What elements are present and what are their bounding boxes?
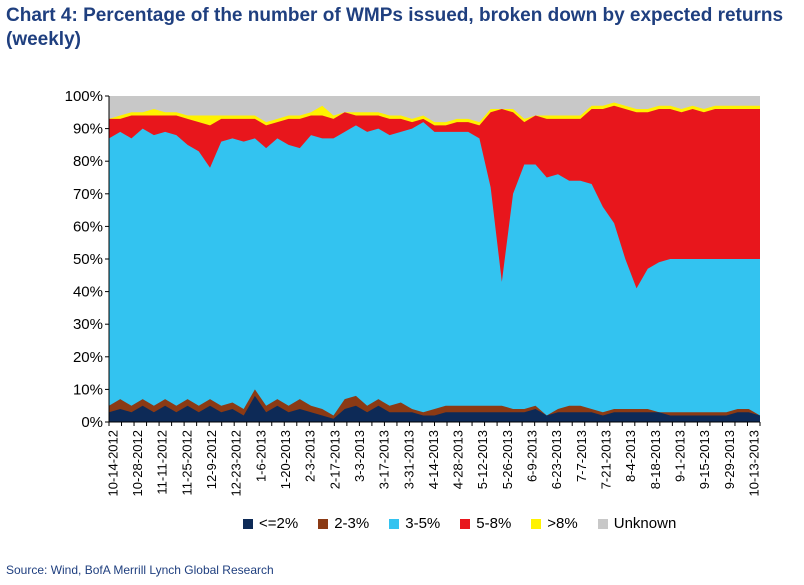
legend: <=2% 2-3% 3-5% 5-8% >8% Unknown: [243, 515, 676, 532]
legend-swatch-3-5: [389, 518, 400, 529]
area-lte2: [109, 395, 760, 422]
x-tick-label: 6-23-2013: [549, 430, 564, 489]
source-note: Source: Wind, BofA Merrill Lynch Global …: [6, 563, 274, 577]
x-tick-label: 10-28-2012: [130, 430, 145, 497]
x-tick-label: 4-14-2013: [426, 430, 441, 489]
legend-swatch-5-8: [460, 518, 471, 529]
x-tick-label: 12-9-2012: [204, 430, 219, 489]
area-3-5: [109, 122, 760, 422]
y-tick-label: 60%: [73, 218, 103, 235]
x-tick-label: 11-11-2012: [155, 430, 170, 495]
y-tick-label: 10%: [73, 381, 103, 398]
x-tick-label: 9-29-2013: [722, 430, 737, 489]
legend-label-2-3: 2-3%: [334, 515, 370, 532]
x-tick-label: 4-28-2013: [451, 430, 466, 489]
legend-label-3-5: 3-5%: [405, 515, 441, 532]
y-tick-label: 0%: [81, 414, 103, 431]
y-tick-label: 100%: [65, 88, 103, 105]
x-tick-label: 2-17-2013: [327, 430, 342, 489]
legend-swatch-2-3: [318, 518, 329, 529]
x-tick-label: 9-15-2013: [697, 430, 712, 489]
y-tick-label: 70%: [73, 186, 103, 203]
y-tick-label: 50%: [73, 251, 103, 268]
x-tick-label: 10-14-2012: [105, 430, 120, 497]
x-tick-label: 11-25-2012: [179, 430, 194, 496]
x-tick-label: 6-9-2013: [525, 430, 540, 482]
x-tick-label: 1-20-2013: [278, 430, 293, 489]
x-tick-label: 5-26-2013: [500, 430, 515, 489]
legend-item-gt8: >8%: [531, 515, 578, 532]
legend-item-5-8: 5-8%: [460, 515, 511, 532]
x-tick-label: 3-17-2013: [377, 430, 392, 489]
x-tick-label: 1-6-2013: [253, 430, 268, 482]
x-tick-label: 3-3-2013: [352, 430, 367, 482]
x-tick-label: 7-7-2013: [574, 430, 589, 482]
x-tick-label: 3-31-2013: [401, 430, 416, 489]
x-tick-label: 12-23-2012: [229, 430, 244, 497]
legend-item-unknown: Unknown: [597, 515, 677, 532]
legend-label-unknown: Unknown: [613, 515, 677, 532]
legend-swatch-unknown: [597, 518, 608, 529]
legend-item-2-3: 2-3%: [318, 515, 369, 532]
legend-label-5-8: 5-8%: [476, 515, 512, 532]
y-tick-label: 40%: [73, 284, 103, 301]
legend-label-lte2: <=2%: [259, 515, 299, 532]
x-tick-label: 7-21-2013: [599, 430, 614, 489]
axes: 0% 10% 20% 30% 40% 50% 60% 70% 80% 90% 100% 10-14-2…: [65, 88, 762, 497]
x-tick-label: 8-4-2013: [623, 430, 638, 482]
x-tick-label: 10-13-2013: [746, 430, 761, 497]
chart-title: Chart 4: Percentage of the number of WMP…: [6, 5, 784, 50]
legend-swatch-lte2: [243, 518, 253, 529]
x-tick-label: 8-18-2013: [648, 430, 663, 489]
y-tick-label: 90%: [73, 121, 103, 138]
legend-item-3-5: 3-5%: [389, 515, 440, 532]
y-tick-label: 20%: [73, 349, 103, 366]
x-tick-label: 5-12-2013: [475, 430, 490, 489]
y-tick-label: 80%: [73, 153, 103, 170]
legend-item-lte2: <=2%: [243, 515, 298, 532]
legend-label-gt8: >8%: [547, 515, 578, 532]
x-tick-label: 9-1-2013: [672, 430, 687, 482]
legend-swatch-gt8: [531, 518, 542, 529]
y-tick-label: 30%: [73, 316, 103, 333]
plot-area: [109, 96, 760, 423]
x-tick-label: 2-3-2013: [303, 430, 318, 482]
